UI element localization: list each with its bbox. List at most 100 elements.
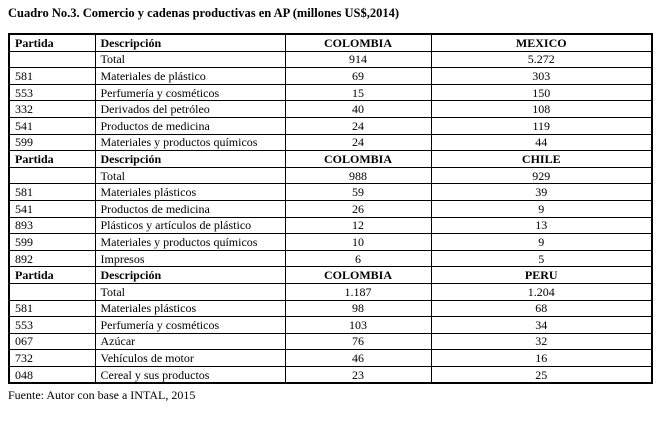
table-row: 732 Vehículos de motor 46 16 [8,349,653,367]
cell-partida [8,282,96,301]
table-row: 599 Materiales y productos químicos 24 44 [8,133,653,152]
cell-partida: 553 [8,316,96,334]
cell-descripcion: Azúcar [94,332,286,351]
cell-partida: 599 [8,233,96,251]
section-header-row: Partida Descripción COLOMBIA PERU [8,266,653,284]
cell-descripcion: Vehículos de motor [94,349,286,367]
cell-partida: 893 [8,216,96,235]
column-header: COLOMBIA [284,33,432,52]
cell-partner-country: 34 [430,316,653,334]
cell-colombia: 6 [284,249,432,268]
cell-colombia: 1.187 [284,282,432,301]
cell-colombia: 988 [284,166,432,185]
cell-partida: 541 [8,199,96,218]
cell-colombia: 24 [284,133,432,152]
section-header-row: Partida Descripción COLOMBIA CHILE [8,150,653,168]
table-row: 332 Derivados del petróleo 40 108 [8,100,653,118]
cell-colombia: 69 [284,67,432,85]
column-header: Descripción [94,33,286,52]
trade-table: Partida Descripción COLOMBIA MEXICO Total 914… [8,33,653,385]
cell-partner-country: 9 [430,199,653,218]
cell-partida: 581 [8,299,96,318]
table-row: 048 Cereal y sus productos 23 25 [8,365,653,384]
column-header: Descripción [94,150,286,168]
cell-descripcion: Productos de medicina [94,116,286,135]
cell-colombia: 40 [284,100,432,118]
table-row: Total 914 5.272 [8,50,653,69]
cell-descripcion: Total [94,282,286,301]
cell-partner-country: 108 [430,100,653,118]
cell-descripcion: Materiales y productos químicos [94,233,286,251]
source-note: Fuente: Autor con base a INTAL, 2015 [8,388,196,403]
cell-partner-country: 1.204 [430,282,653,301]
cell-colombia: 10 [284,233,432,251]
cell-descripcion: Materiales de plástico [94,67,286,85]
cell-partner-country: 68 [430,299,653,318]
cell-partner-country: 303 [430,67,653,85]
table-row: 541 Productos de medicina 26 9 [8,199,653,218]
table-row: 893 Plásticos y artículos de plástico 12 13 [8,216,653,235]
cell-descripcion: Materiales y productos químicos [94,133,286,152]
column-header: PERU [430,266,653,284]
cell-partner-country: 44 [430,133,653,152]
column-header: COLOMBIA [284,150,432,168]
cell-partida: 732 [8,349,96,367]
cell-partida: 581 [8,67,96,85]
cell-descripcion: Total [94,50,286,69]
cell-partner-country: 16 [430,349,653,367]
cell-colombia: 46 [284,349,432,367]
cell-descripcion: Materiales plásticos [94,299,286,318]
cell-descripcion: Impresos [94,249,286,268]
cell-colombia: 59 [284,183,432,201]
table-caption: Cuadro No.3. Comercio y cadenas producti… [8,6,399,20]
column-header: Descripción [94,266,286,284]
column-header: Partida [8,33,96,52]
cell-partida [8,166,96,185]
cell-partner-country: 9 [430,233,653,251]
cell-partida [8,50,96,69]
table-row: 581 Materiales plásticos 98 68 [8,299,653,318]
column-header: CHILE [430,150,653,168]
cell-partida: 067 [8,332,96,351]
cell-descripcion: Cereal y sus productos [94,365,286,384]
cell-partida: 332 [8,100,96,118]
cell-descripcion: Plásticos y artículos de plástico [94,216,286,235]
cell-partida: 581 [8,183,96,201]
table-row: 581 Materiales plásticos 59 39 [8,183,653,201]
cell-partner-country: 5.272 [430,50,653,69]
table-row: Total 1.187 1.204 [8,282,653,301]
cell-colombia: 23 [284,365,432,384]
section-header-row: Partida Descripción COLOMBIA MEXICO [8,33,653,52]
cell-descripcion: Derivados del petróleo [94,100,286,118]
table-row: Total 988 929 [8,166,653,185]
cell-partner-country: 32 [430,332,653,351]
cell-colombia: 76 [284,332,432,351]
cell-partida: 892 [8,249,96,268]
cell-descripcion: Perfumería y cosméticos [94,316,286,334]
cell-partida: 048 [8,365,96,384]
cell-colombia: 15 [284,83,432,102]
cell-partner-country: 13 [430,216,653,235]
cell-descripcion: Total [94,166,286,185]
table-row: 581 Materiales de plástico 69 303 [8,67,653,85]
column-header: Partida [8,150,96,168]
cell-partner-country: 119 [430,116,653,135]
table-row: 892 Impresos 6 5 [8,249,653,268]
cell-colombia: 103 [284,316,432,334]
cell-partner-country: 39 [430,183,653,201]
cell-colombia: 98 [284,299,432,318]
cell-partida: 541 [8,116,96,135]
column-header: MEXICO [430,33,653,52]
cell-colombia: 12 [284,216,432,235]
cell-colombia: 914 [284,50,432,69]
column-header: COLOMBIA [284,266,432,284]
cell-colombia: 24 [284,116,432,135]
cell-colombia: 26 [284,199,432,218]
table-row: 553 Perfumería y cosméticos 15 150 [8,83,653,102]
table-row: 067 Azúcar 76 32 [8,332,653,351]
cell-partner-country: 25 [430,365,653,384]
table-row: 553 Perfumería y cosméticos 103 34 [8,316,653,334]
cell-descripcion: Materiales plásticos [94,183,286,201]
cell-partner-country: 5 [430,249,653,268]
cell-partida: 553 [8,83,96,102]
